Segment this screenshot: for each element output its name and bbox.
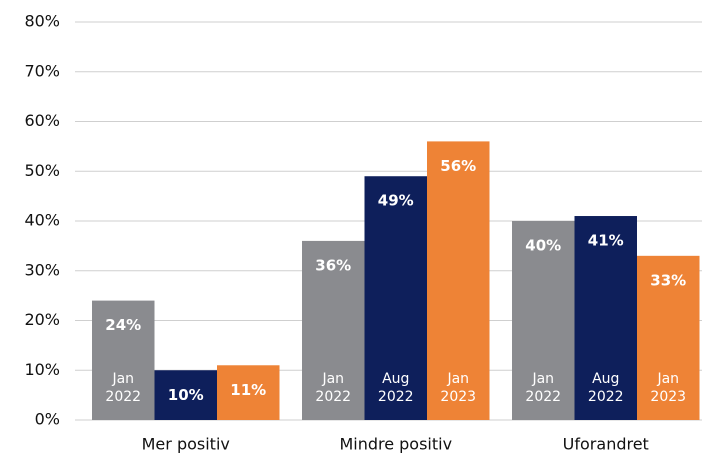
value-label: 36% <box>315 256 351 274</box>
value-label: 49% <box>378 192 414 210</box>
value-label: 56% <box>440 157 476 175</box>
value-label: 10% <box>168 386 204 404</box>
series-label: Jan 2022 <box>525 371 562 405</box>
bar <box>302 240 365 420</box>
y-tick-label: 80% <box>24 12 60 31</box>
y-tick-label: 20% <box>24 310 60 329</box>
bar <box>217 365 280 420</box>
y-tick-label: 50% <box>24 161 60 180</box>
y-tick-label: 10% <box>24 360 60 379</box>
series-label: Jan 2022 <box>105 371 142 405</box>
series-label: Aug 2022 <box>377 371 414 405</box>
y-tick-label: 40% <box>24 211 60 230</box>
y-tick-label: 0% <box>35 410 60 429</box>
bar <box>637 255 700 420</box>
value-label: 40% <box>525 237 561 255</box>
bar <box>512 221 575 420</box>
bar <box>154 370 217 420</box>
bar <box>427 141 490 420</box>
value-label: 11% <box>230 381 266 399</box>
bar <box>364 176 427 420</box>
series-label: Jan 2023 <box>440 371 477 405</box>
y-tick-label: 60% <box>24 111 60 130</box>
x-tick-label: Uforandret <box>563 435 649 454</box>
value-label: 24% <box>105 316 141 334</box>
y-tick-label: 30% <box>24 260 60 279</box>
x-tick-label: Mer positiv <box>142 435 230 454</box>
value-label: 41% <box>588 232 624 250</box>
x-tick-label: Mindre positiv <box>339 435 452 454</box>
value-label: 33% <box>650 271 686 289</box>
series-label: Jan 2022 <box>315 371 352 405</box>
bar <box>92 300 155 420</box>
series-label: Aug 2022 <box>587 371 624 405</box>
y-tick-label: 70% <box>24 61 60 80</box>
series-label: Jan 2023 <box>650 371 687 405</box>
bar <box>574 216 637 420</box>
